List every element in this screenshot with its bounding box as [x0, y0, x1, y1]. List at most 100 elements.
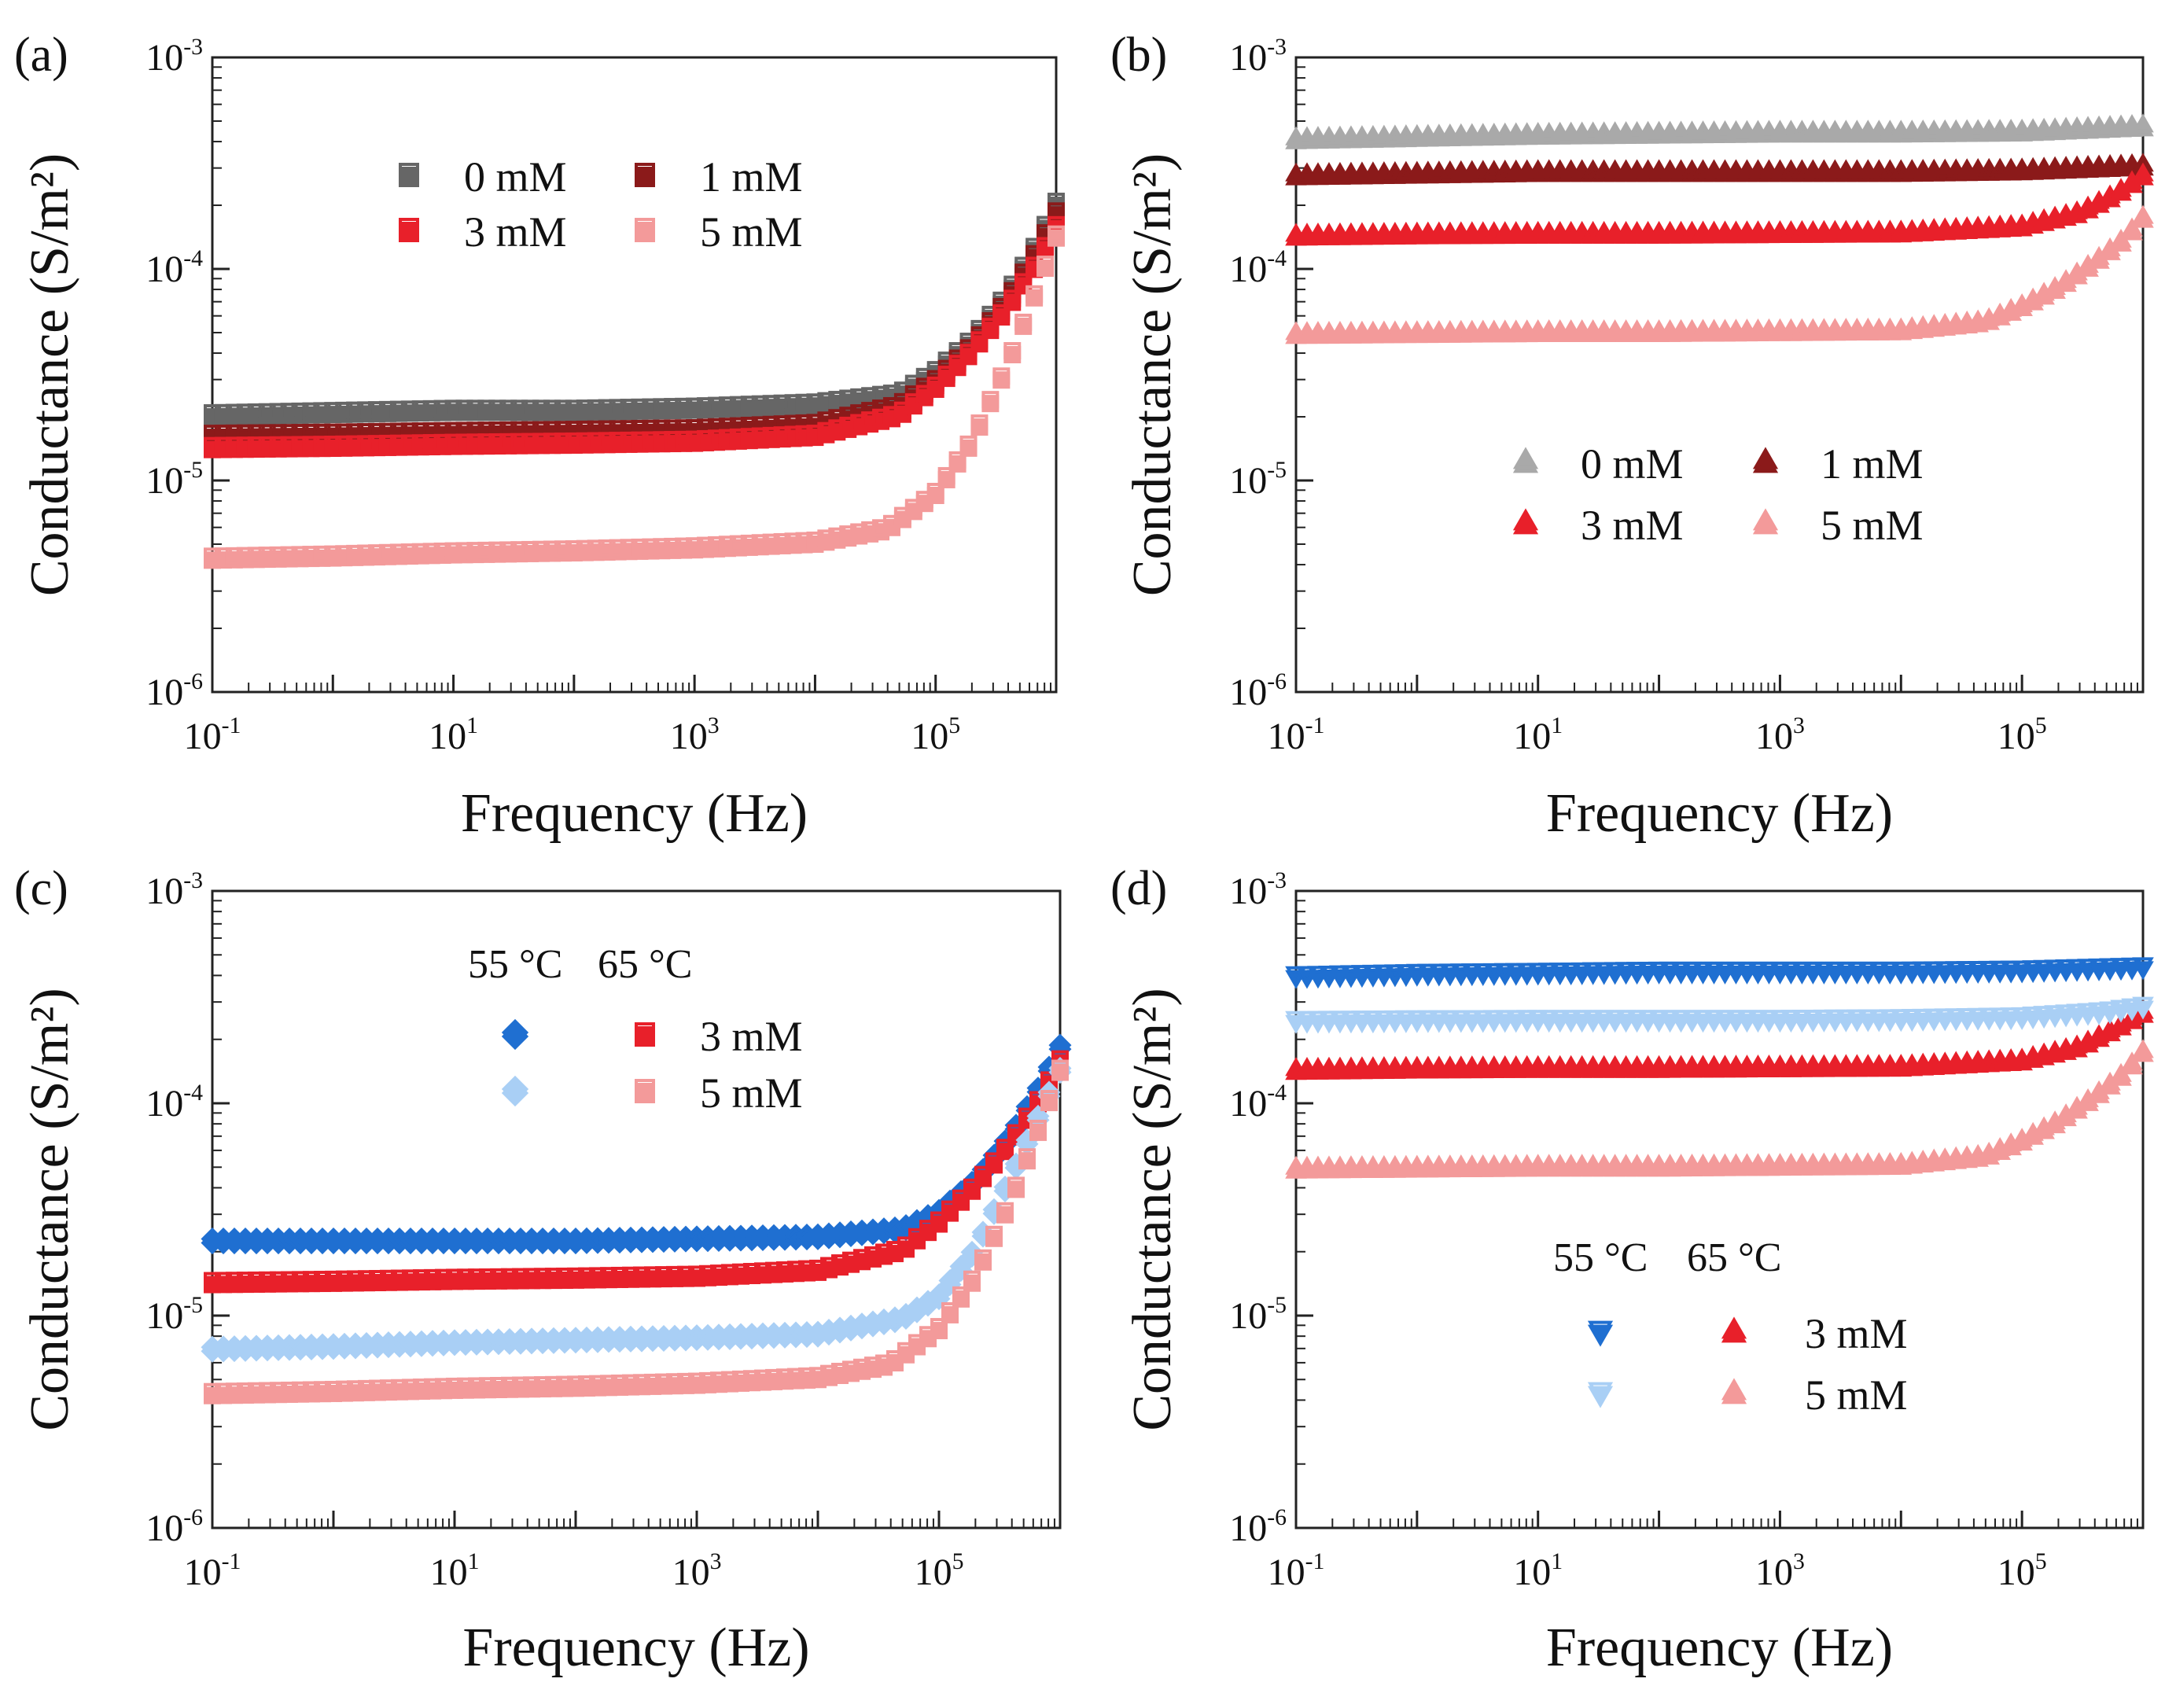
data-point: [1384, 320, 1406, 340]
data-point: [1934, 1051, 1957, 1071]
panel-d: (d) 10-1 101 103 105 10-6 10-5 10-4 10-3 Frequenc…: [1110, 862, 2154, 1678]
data-point: [1318, 1056, 1340, 1076]
data-point: [1581, 220, 1604, 240]
y-tick-label: 10-3: [1229, 34, 1287, 79]
data-point: [1868, 219, 1891, 239]
data-point: [1296, 162, 1318, 182]
data-point: [1703, 220, 1725, 240]
data-point: [1835, 120, 1858, 139]
data-point: [941, 1305, 959, 1323]
data-point: [1835, 219, 1858, 239]
data-point: [1868, 317, 1891, 337]
data-point: [1603, 1055, 1626, 1074]
y-tick-label: 10-3: [145, 34, 203, 79]
data-point: [1351, 161, 1373, 181]
x-tick-label: 101: [1513, 1548, 1563, 1593]
data-point: [959, 439, 978, 457]
data-point: [1901, 1150, 1924, 1170]
legend-marker: [399, 163, 419, 183]
data-point: [1714, 318, 1736, 338]
data-point: [1868, 159, 1891, 179]
data-point: [1989, 119, 2011, 138]
data-point: [1460, 123, 1483, 142]
data-point: [1758, 159, 1780, 179]
data-point: [974, 1165, 992, 1183]
data-point: [1912, 119, 1935, 139]
legend-label: 1 mM: [1821, 440, 1924, 488]
data-point: [1471, 1154, 1494, 1173]
data-point: [1603, 121, 1626, 141]
data-point: [952, 1290, 970, 1308]
y-tick-label: 10-4: [1229, 245, 1287, 290]
data-point: [2132, 162, 2154, 182]
data-point: [1504, 319, 1527, 339]
data-point: [1879, 1054, 1902, 1073]
data-point: [1340, 1056, 1362, 1076]
data-point: [1048, 229, 1065, 247]
data-point: [1318, 125, 1340, 145]
data-point: [1714, 1055, 1736, 1074]
data-point: [1504, 1154, 1527, 1173]
data-point: [1329, 161, 1351, 181]
data-point: [1637, 1154, 1659, 1173]
data-point: [1548, 318, 1571, 338]
data-point: [1439, 319, 1461, 339]
data-point: [1791, 1152, 1813, 1172]
data-point: [1692, 318, 1714, 338]
data-point: [970, 418, 989, 436]
data-point: [2132, 113, 2154, 133]
data-point: [1835, 159, 1858, 179]
data-point: [1318, 162, 1340, 182]
data-point: [1890, 120, 1913, 139]
data-point: [1835, 1054, 1858, 1073]
data-point: [1406, 160, 1428, 180]
data-point: [1824, 120, 1847, 139]
legend-marker: [1721, 1316, 1747, 1339]
data-point: [1003, 289, 1022, 307]
data-point: [1592, 1154, 1615, 1173]
data-point: [1581, 1154, 1604, 1173]
data-point: [1626, 318, 1648, 338]
data-point: [1923, 158, 1946, 178]
data-point: [1879, 219, 1902, 239]
data-point: [1802, 1054, 1824, 1073]
data-point: [1449, 319, 1472, 339]
data-point: [1395, 124, 1417, 144]
x-tick-label: 103: [1755, 712, 1805, 757]
data-point: [1526, 121, 1549, 141]
data-point: [1747, 1153, 1769, 1172]
data-point: [1395, 1154, 1417, 1174]
plot-area: [201, 1033, 1072, 1404]
data-point: [1835, 318, 1858, 337]
data-point: [1769, 120, 1791, 139]
data-point: [1615, 159, 1637, 179]
x-tick-label: 105: [915, 1548, 964, 1593]
legend-label: 3 mM: [1805, 1310, 1908, 1357]
data-point: [1592, 318, 1615, 338]
data-point: [1296, 1155, 1318, 1175]
data-point: [985, 1152, 1003, 1170]
data-point: [1747, 220, 1769, 240]
data-point: [1537, 121, 1560, 141]
data-point: [2000, 1047, 2022, 1067]
data-point: [1637, 159, 1659, 179]
data-point: [1901, 159, 1924, 179]
data-point: [1449, 1154, 1472, 1174]
data-point: [1040, 1090, 1058, 1108]
data-point: [1373, 1154, 1395, 1174]
panel-label: (d): [1110, 862, 1167, 915]
data-point: [1978, 119, 2000, 138]
data-point: [971, 1220, 995, 1244]
data-point: [1373, 222, 1395, 241]
data-point: [981, 395, 1000, 413]
y-tick-label: 10-6: [145, 668, 203, 713]
data-point: [1395, 320, 1417, 340]
data-point: [1703, 318, 1725, 338]
data-point: [1384, 221, 1406, 241]
data-point: [1813, 159, 1835, 179]
data-point: [1714, 220, 1736, 240]
data-point: [1648, 220, 1670, 240]
x-tick-label: 10-1: [1268, 1548, 1325, 1593]
data-point: [1758, 220, 1780, 240]
data-point: [2077, 116, 2099, 135]
